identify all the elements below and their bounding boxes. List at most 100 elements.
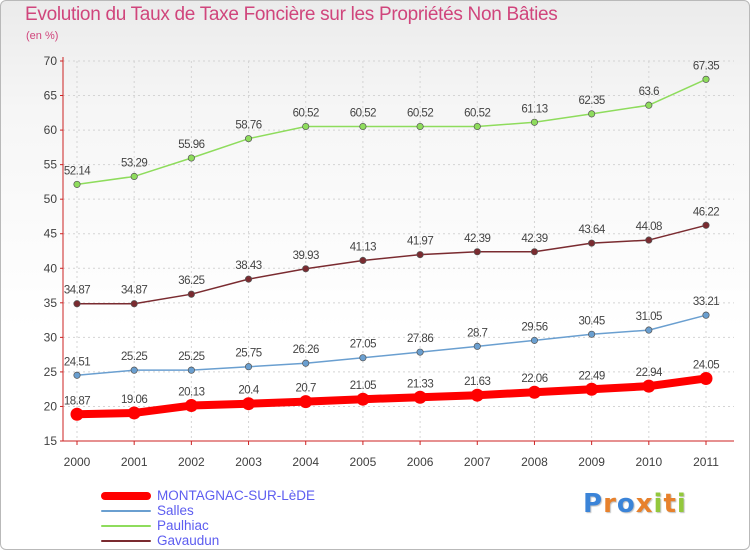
data-label: 18.87 <box>64 395 90 407</box>
data-label: 27.86 <box>407 333 433 345</box>
data-label: 24.51 <box>64 356 90 368</box>
data-point <box>473 248 481 256</box>
data-point <box>244 135 253 143</box>
x-tick-label: 2001 <box>121 455 148 469</box>
data-label: 60.52 <box>464 107 490 119</box>
data-point <box>530 336 539 344</box>
legend-label: Paulhiac <box>157 518 209 533</box>
y-axis-unit-label: (en %) <box>26 30 59 42</box>
data-label: 46.22 <box>693 206 719 218</box>
data-label: 28.7 <box>467 327 487 339</box>
logo-letter: t <box>663 489 677 519</box>
data-label: 44.08 <box>636 221 662 233</box>
logo-letter: i <box>653 489 664 519</box>
legend-item[interactable]: MONTAGNAC-SUR-LèDE <box>101 488 315 503</box>
x-tick-label: 2003 <box>235 455 262 469</box>
series-line <box>76 78 707 186</box>
x-tick-label: 2005 <box>350 455 377 469</box>
legend-label: Gavaudun <box>157 533 220 548</box>
data-point <box>130 366 138 374</box>
data-label: 26.26 <box>293 344 319 356</box>
data-label: 39.93 <box>293 250 319 262</box>
legend-item[interactable]: Salles <box>101 503 315 518</box>
series-line <box>73 374 710 419</box>
series-montagnac-sur-l-de: 18.87 19.06 20.13 20.4 20.7 21.05 21.33 21.63 22… <box>64 359 720 421</box>
y-tick-label: 20 <box>44 399 58 413</box>
data-point <box>413 390 427 404</box>
series-salles: 24.51 25.25 25.25 25.75 26.26 27.05 27.86 28.7 2… <box>64 296 720 379</box>
data-point <box>699 371 713 385</box>
y-tick-label: 65 <box>44 89 58 103</box>
series-line <box>76 224 707 305</box>
data-label: 41.13 <box>350 241 376 253</box>
data-label: 21.63 <box>464 376 490 388</box>
data-label: 20.4 <box>238 385 259 397</box>
data-point <box>187 154 195 162</box>
data-label: 58.76 <box>235 120 261 132</box>
y-tick-label: 45 <box>44 227 58 241</box>
data-point <box>70 407 84 421</box>
data-label: 38.43 <box>235 260 261 272</box>
legend-label: Salles <box>157 503 194 518</box>
y-tick-label: 35 <box>44 296 58 310</box>
data-label: 62.35 <box>578 95 604 107</box>
data-label: 34.87 <box>64 285 90 297</box>
y-tick-label: 50 <box>44 192 58 206</box>
y-tick-label: 25 <box>44 365 58 379</box>
data-point <box>416 251 424 259</box>
data-label: 53.29 <box>121 157 147 169</box>
data-label: 22.94 <box>636 367 663 379</box>
data-point <box>585 382 599 396</box>
proxiti-logo[interactable]: Proxiti <box>583 489 687 519</box>
data-point <box>470 388 484 402</box>
x-tick-label: 2009 <box>578 455 605 469</box>
logo-letter: o <box>616 489 636 519</box>
y-tick-label: 70 <box>44 54 58 68</box>
data-label: 52.14 <box>64 165 91 177</box>
data-point <box>645 236 653 244</box>
legend-item[interactable]: Paulhiac <box>101 518 315 533</box>
data-point <box>530 118 539 126</box>
legend-swatch-gavaudun <box>101 539 151 542</box>
data-point <box>702 221 710 229</box>
logo-letter: P <box>583 489 604 519</box>
data-label: 55.96 <box>178 139 204 151</box>
y-tick-label: 40 <box>44 261 58 275</box>
y-tick-label: 60 <box>44 123 58 137</box>
data-label: 42.39 <box>464 233 490 245</box>
data-point <box>244 275 253 283</box>
data-point <box>588 239 596 247</box>
data-point <box>73 180 81 188</box>
x-tick-label: 2010 <box>635 455 662 469</box>
data-point <box>302 359 310 367</box>
series-line <box>76 314 707 377</box>
series-paulhiac: 52.14 53.29 55.96 58.76 60.52 60.52 60.52 60.52… <box>64 60 720 188</box>
data-label: 60.52 <box>350 107 376 119</box>
data-label: 19.06 <box>121 394 147 406</box>
legend-swatch-salles <box>101 509 151 512</box>
data-point <box>299 395 313 409</box>
data-label: 21.05 <box>350 380 376 392</box>
x-tick-label: 2007 <box>464 455 491 469</box>
data-label: 25.25 <box>178 351 204 363</box>
data-point <box>642 379 656 393</box>
data-label: 60.52 <box>293 107 319 119</box>
data-point <box>645 326 653 334</box>
data-point <box>359 122 367 131</box>
chart-title: Evolution du Taux de Taxe Foncière sur l… <box>25 4 558 25</box>
data-point <box>73 371 81 379</box>
data-label: 29.56 <box>521 321 547 333</box>
data-point <box>530 248 539 256</box>
data-point <box>302 265 310 273</box>
legend-item[interactable]: Gavaudun <box>101 533 315 548</box>
x-tick-label: 2000 <box>64 455 91 469</box>
logo-letter: x <box>635 489 654 519</box>
data-label: 63.6 <box>639 86 659 98</box>
data-point <box>588 330 596 338</box>
x-tick-label: 2002 <box>178 455 205 469</box>
data-point <box>184 399 198 413</box>
data-point <box>527 385 541 399</box>
data-point <box>359 354 367 362</box>
data-point <box>187 290 195 298</box>
x-tick-label: 2006 <box>407 455 434 469</box>
